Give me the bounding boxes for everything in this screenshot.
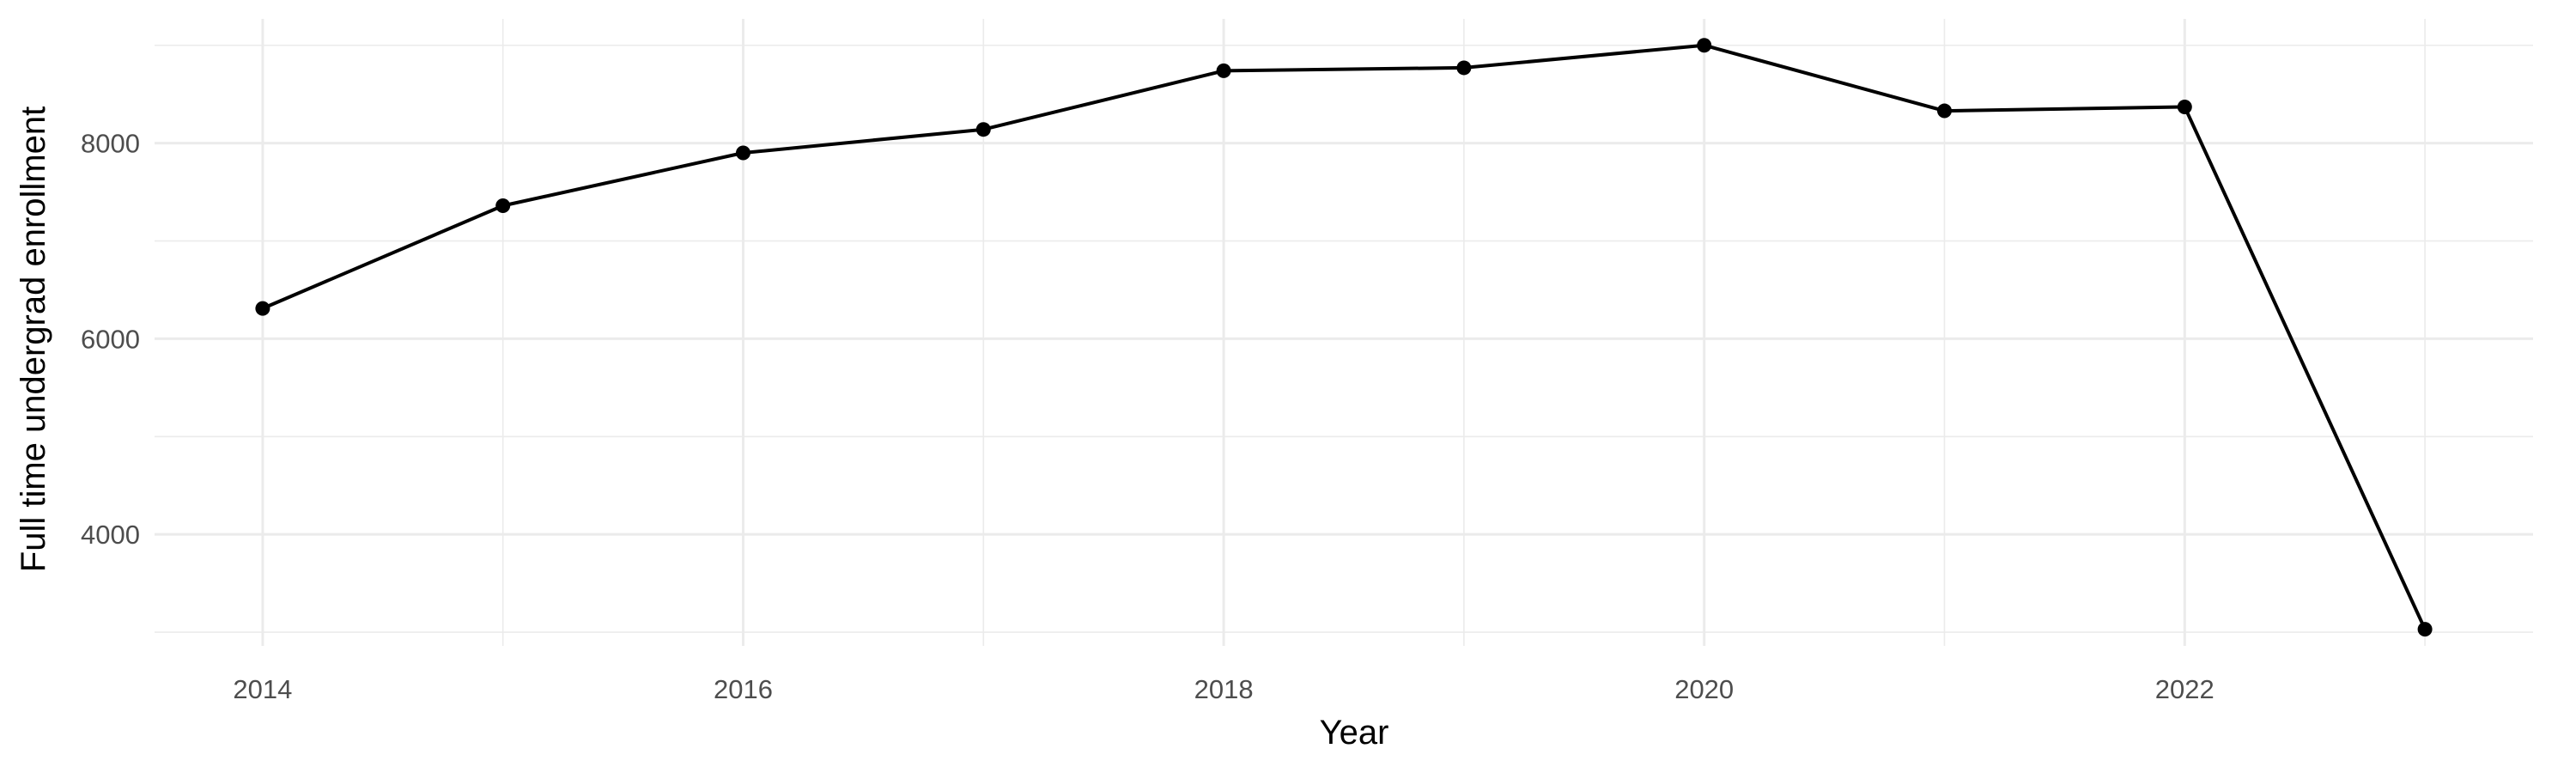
data-point — [975, 122, 991, 137]
data-point — [1936, 103, 1952, 119]
data-point — [495, 198, 511, 214]
x-axis-title: Year — [1320, 714, 1389, 752]
y-tick-label: 8000 — [81, 129, 140, 159]
data-point — [1697, 38, 1712, 53]
data-series — [255, 38, 2433, 637]
data-point — [1456, 60, 1472, 76]
data-point — [2177, 99, 2192, 114]
x-tick-label: 2016 — [714, 674, 773, 704]
x-tick-label: 2020 — [1674, 674, 1734, 704]
y-tick-label: 6000 — [81, 324, 140, 354]
series-line — [262, 43, 2427, 630]
y-axis-title: Full time undergrad enrollment — [15, 107, 52, 572]
data-point — [255, 301, 270, 316]
x-tick-label: 2018 — [1194, 674, 1254, 704]
data-point — [736, 145, 751, 161]
grid-lines — [155, 19, 2533, 646]
x-tick-label: 2014 — [233, 674, 292, 704]
y-tick-label: 4000 — [81, 520, 140, 550]
data-point — [1216, 63, 1231, 78]
data-point — [2417, 622, 2433, 637]
x-tick-label: 2022 — [2155, 674, 2215, 704]
tick-labels: 2014 2016 2018 2020 2022 4000 6000 8000 — [81, 129, 2215, 704]
